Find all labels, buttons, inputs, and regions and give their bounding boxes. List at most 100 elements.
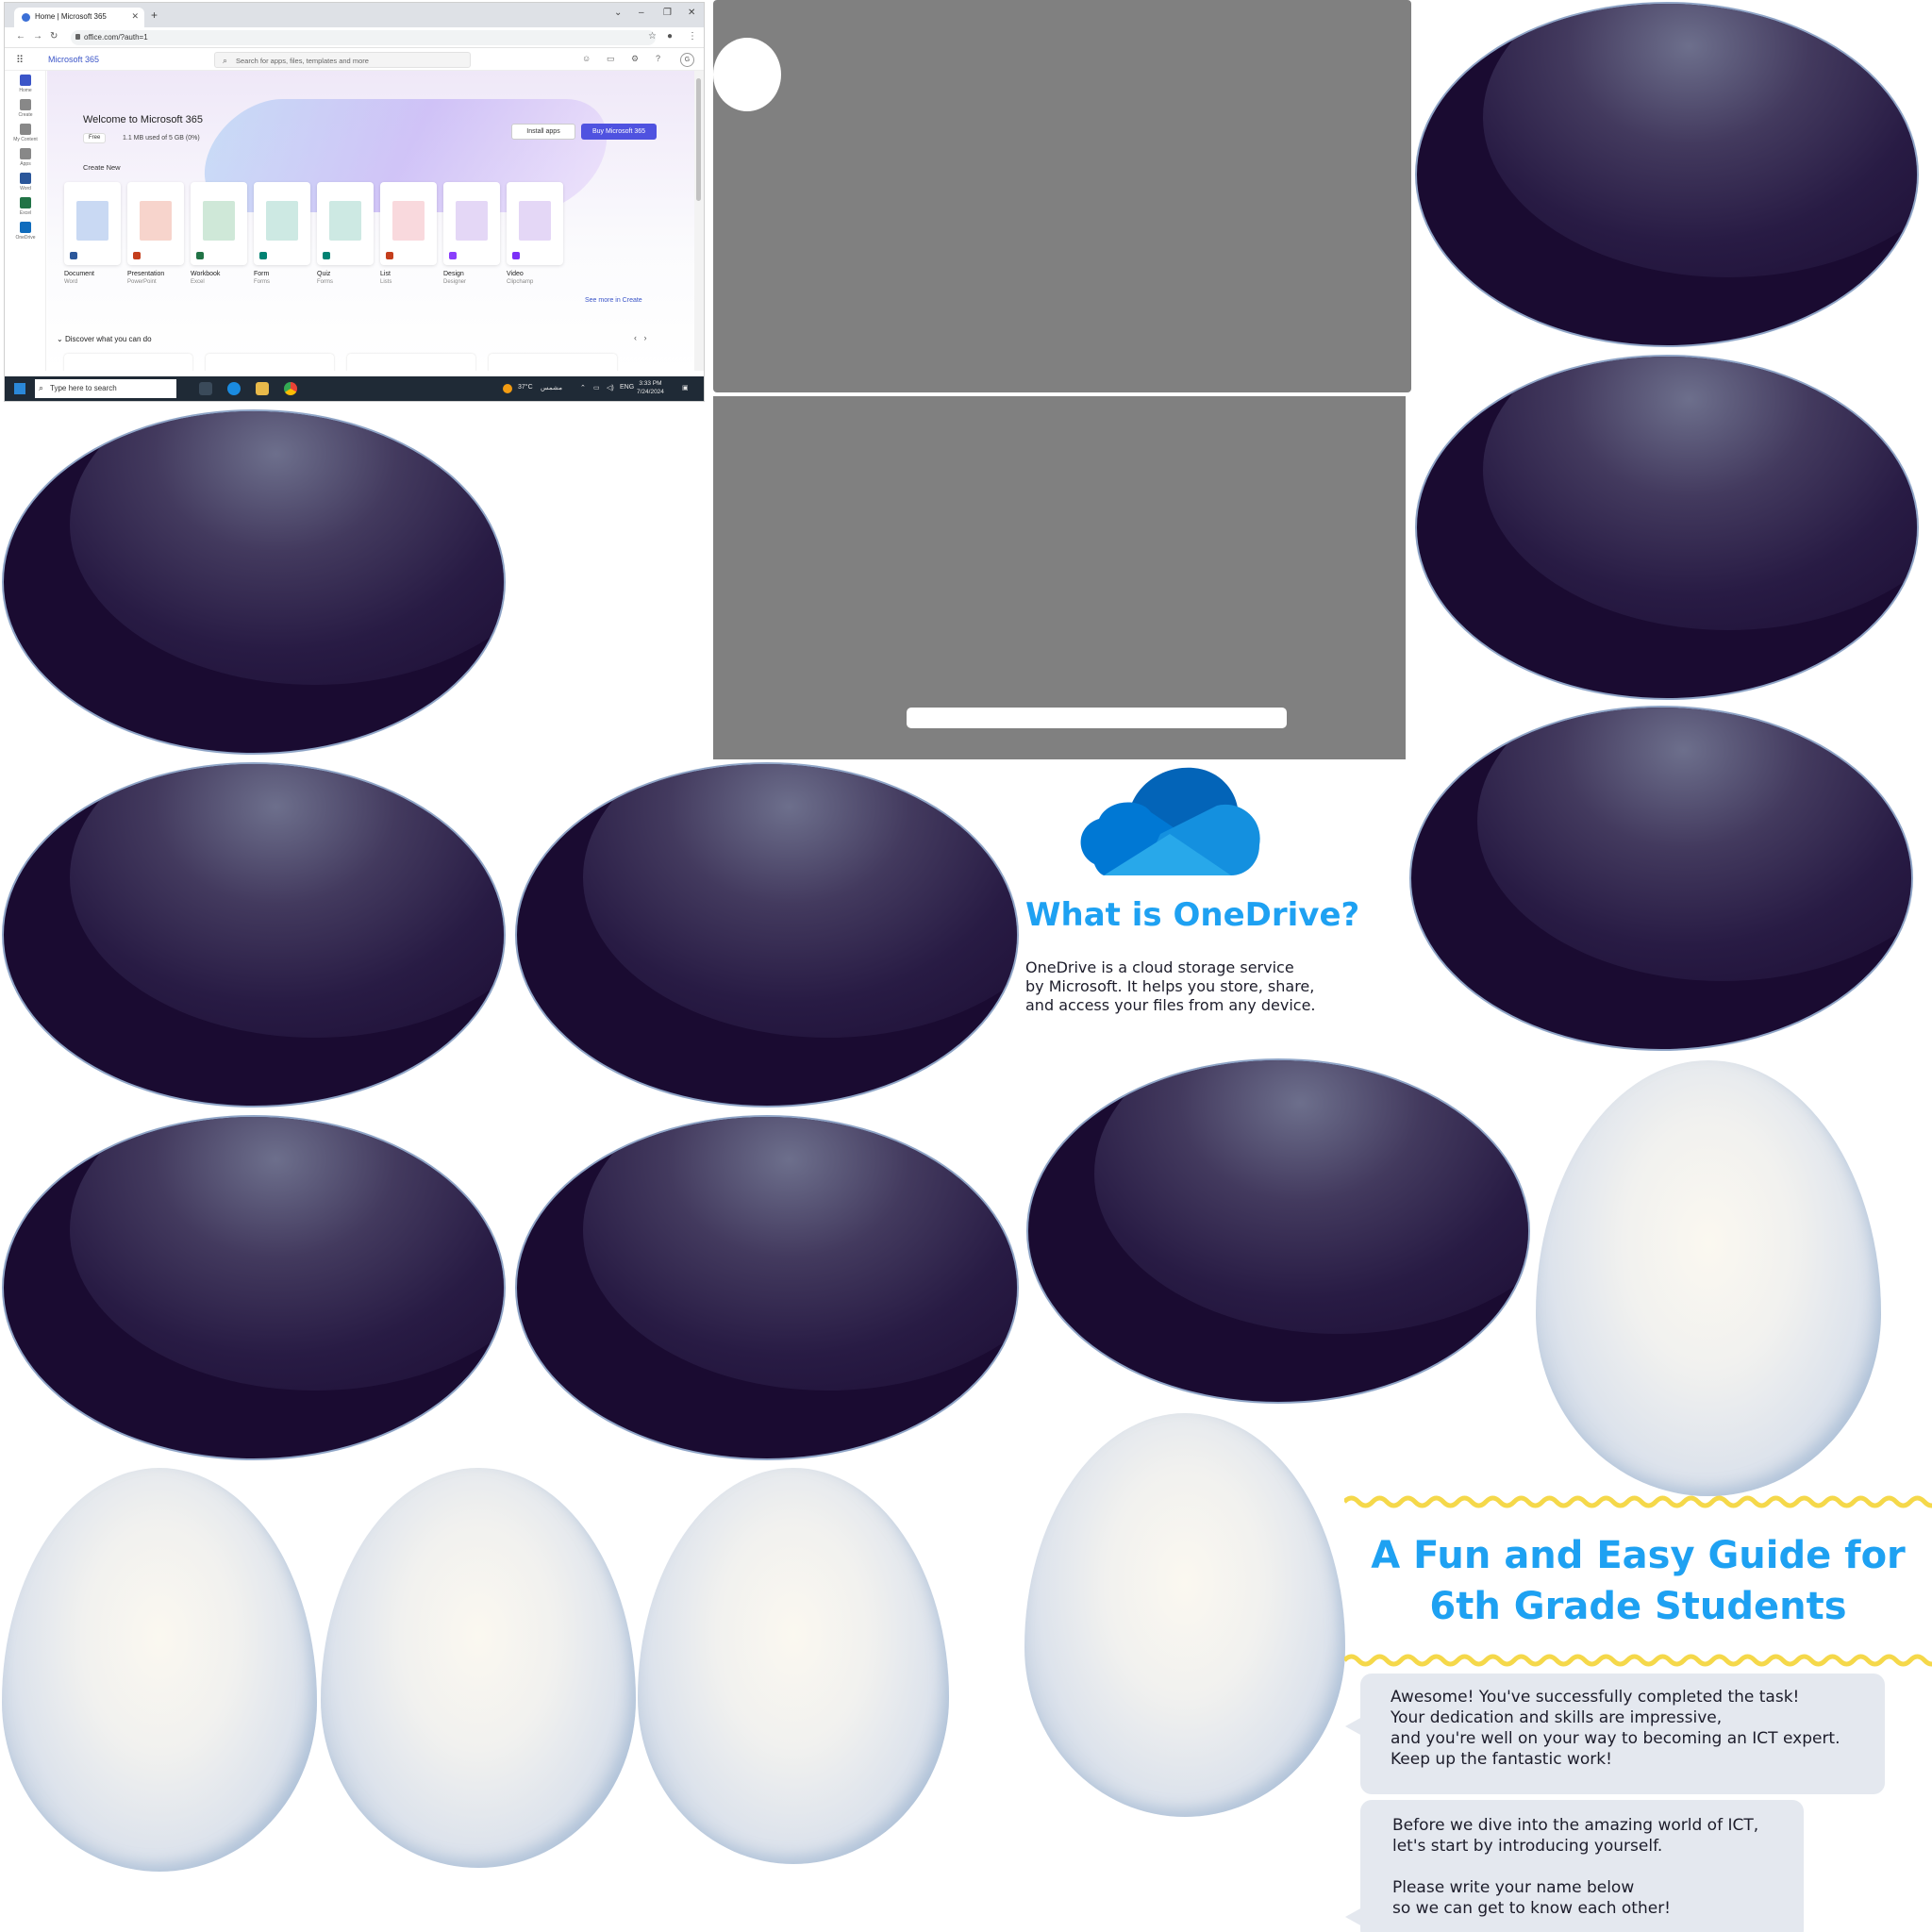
forms-app-icon: [323, 252, 330, 259]
card-app-name: Lists: [380, 279, 392, 285]
bubble-line: Your dedication and skills are impressiv…: [1391, 1708, 1723, 1727]
discover-card[interactable]: [64, 354, 192, 371]
create-card-quiz[interactable]: [317, 182, 374, 265]
card-title[interactable]: Quiz: [317, 271, 331, 277]
oval-highlight: [583, 1117, 1017, 1391]
more-vertical-icon[interactable]: ⋮: [688, 31, 697, 42]
rail-item-word[interactable]: Word: [5, 173, 46, 192]
windows-taskbar: ⌕ Type here to search 37°C مشمس ⌃ ▭ ◁) E…: [5, 376, 704, 401]
dark-glossy-oval: [1409, 706, 1913, 1051]
dark-glossy-oval: [2, 409, 506, 755]
tray-chevron-icon[interactable]: ⌃: [580, 385, 586, 391]
brand-name[interactable]: Microsoft 365: [48, 55, 100, 64]
vertical-scrollbar[interactable]: [694, 71, 704, 371]
rail-item-label: Create: [18, 112, 33, 118]
create-card-document[interactable]: [64, 182, 121, 265]
chevron-down-icon[interactable]: ⌄: [614, 8, 623, 18]
create-card-form[interactable]: [254, 182, 310, 265]
task-view-icon[interactable]: [199, 382, 212, 395]
camera-icon[interactable]: ▭: [607, 54, 615, 63]
card-title[interactable]: List: [380, 271, 391, 277]
search-placeholder: Search for apps, files, templates and mo…: [236, 57, 369, 65]
create-card-design[interactable]: [443, 182, 500, 265]
language-indicator[interactable]: ENG: [620, 384, 635, 391]
windows-start-icon[interactable]: [14, 383, 25, 394]
lists-app-icon: [386, 252, 393, 259]
m365-favicon-icon: [22, 13, 30, 22]
file-explorer-icon[interactable]: [256, 382, 269, 395]
taskbar-search-input[interactable]: ⌕ Type here to search: [35, 379, 176, 398]
star-icon[interactable]: ☆: [648, 31, 657, 42]
app-launcher-icon[interactable]: ⠿: [16, 55, 25, 66]
scrollbar-thumb[interactable]: [696, 78, 701, 201]
onedrive-description: OneDrive is a cloud storage service by M…: [1025, 958, 1337, 1015]
rail-create-icon: [20, 99, 31, 110]
avatar[interactable]: G: [680, 53, 694, 67]
bubble-line: let's start by introducing yourself.: [1392, 1837, 1663, 1856]
rail-item-create[interactable]: Create: [5, 99, 46, 118]
close-icon[interactable]: ✕: [131, 11, 139, 21]
back-arrow-icon[interactable]: ←: [16, 31, 25, 42]
oval-highlight: [70, 411, 504, 685]
dark-glossy-oval: [515, 1115, 1019, 1460]
discover-card[interactable]: [206, 354, 334, 371]
see-more-link[interactable]: See more in Create: [585, 297, 642, 304]
onedrive-cloud-icon: [1080, 767, 1260, 875]
dark-glossy-oval: [1415, 2, 1919, 347]
card-app-name: Clipchamp: [507, 279, 534, 285]
card-thumbnail: [392, 201, 425, 241]
window-close-icon[interactable]: ✕: [688, 8, 696, 18]
card-app-name: Forms: [317, 279, 333, 285]
rail-item-home[interactable]: Home: [5, 75, 46, 93]
card-thumbnail: [76, 201, 108, 241]
network-icon[interactable]: ▭: [593, 385, 600, 391]
reload-icon[interactable]: ↻: [50, 31, 58, 42]
card-app-name: Word: [64, 279, 78, 285]
forward-arrow-icon[interactable]: →: [33, 31, 42, 42]
url-field[interactable]: office.com/?auth=1: [71, 30, 656, 45]
card-title[interactable]: Presentation: [127, 271, 165, 277]
discover-card[interactable]: [489, 354, 617, 371]
card-title[interactable]: Workbook: [191, 271, 221, 277]
taskbar-clock[interactable]: 3:33 PM 7/24/2024: [637, 379, 664, 396]
rail-item-my-content[interactable]: My Content: [5, 124, 46, 142]
rail-item-label: Home: [19, 88, 32, 93]
plus-icon[interactable]: +: [151, 8, 158, 22]
rail-item-onedrive[interactable]: OneDrive: [5, 222, 46, 241]
url-text: office.com/?auth=1: [84, 33, 148, 42]
carousel-arrows-icon[interactable]: ‹ ›: [634, 333, 647, 342]
rail-item-excel[interactable]: Excel: [5, 197, 46, 216]
weather-sun-icon[interactable]: [503, 384, 512, 393]
onedrive-title: What is OneDrive?: [1025, 896, 1360, 934]
rail-item-label: OneDrive: [15, 235, 36, 241]
profile-icon[interactable]: ●: [667, 31, 674, 42]
bubble-line: Keep up the fantastic work!: [1391, 1750, 1612, 1769]
weather-temp[interactable]: 37°C: [518, 384, 533, 391]
create-card-video[interactable]: [507, 182, 563, 265]
create-card-list[interactable]: [380, 182, 437, 265]
gear-icon[interactable]: ⚙: [631, 54, 640, 63]
card-title[interactable]: Form: [254, 271, 270, 277]
feedback-icon[interactable]: ☺: [582, 54, 591, 63]
install-apps-button[interactable]: Install apps: [511, 124, 575, 140]
discover-card[interactable]: [347, 354, 475, 371]
notification-icon[interactable]: ▣: [682, 385, 689, 391]
restore-icon[interactable]: ❐: [663, 8, 672, 18]
chrome-icon[interactable]: [284, 382, 297, 395]
volume-icon[interactable]: ◁): [607, 385, 614, 391]
browser-tab[interactable]: Home | Microsoft 365 ✕: [14, 8, 144, 27]
rail-item-apps[interactable]: Apps: [5, 148, 46, 167]
oval-highlight: [1094, 1060, 1528, 1334]
buy-m365-button[interactable]: Buy Microsoft 365: [581, 124, 657, 140]
card-title[interactable]: Document: [64, 271, 94, 277]
minimize-icon[interactable]: –: [639, 8, 644, 18]
dark-glossy-oval: [2, 762, 506, 1108]
card-title[interactable]: Video: [507, 271, 524, 277]
card-title[interactable]: Design: [443, 271, 464, 277]
search-input[interactable]: ⌕ Search for apps, files, templates and …: [214, 52, 471, 68]
help-icon[interactable]: ?: [656, 54, 661, 63]
edge-icon[interactable]: [227, 382, 241, 395]
discover-heading[interactable]: ⌄ Discover what you can do: [57, 335, 152, 343]
create-card-presentation[interactable]: [127, 182, 184, 265]
create-card-workbook[interactable]: [191, 182, 247, 265]
